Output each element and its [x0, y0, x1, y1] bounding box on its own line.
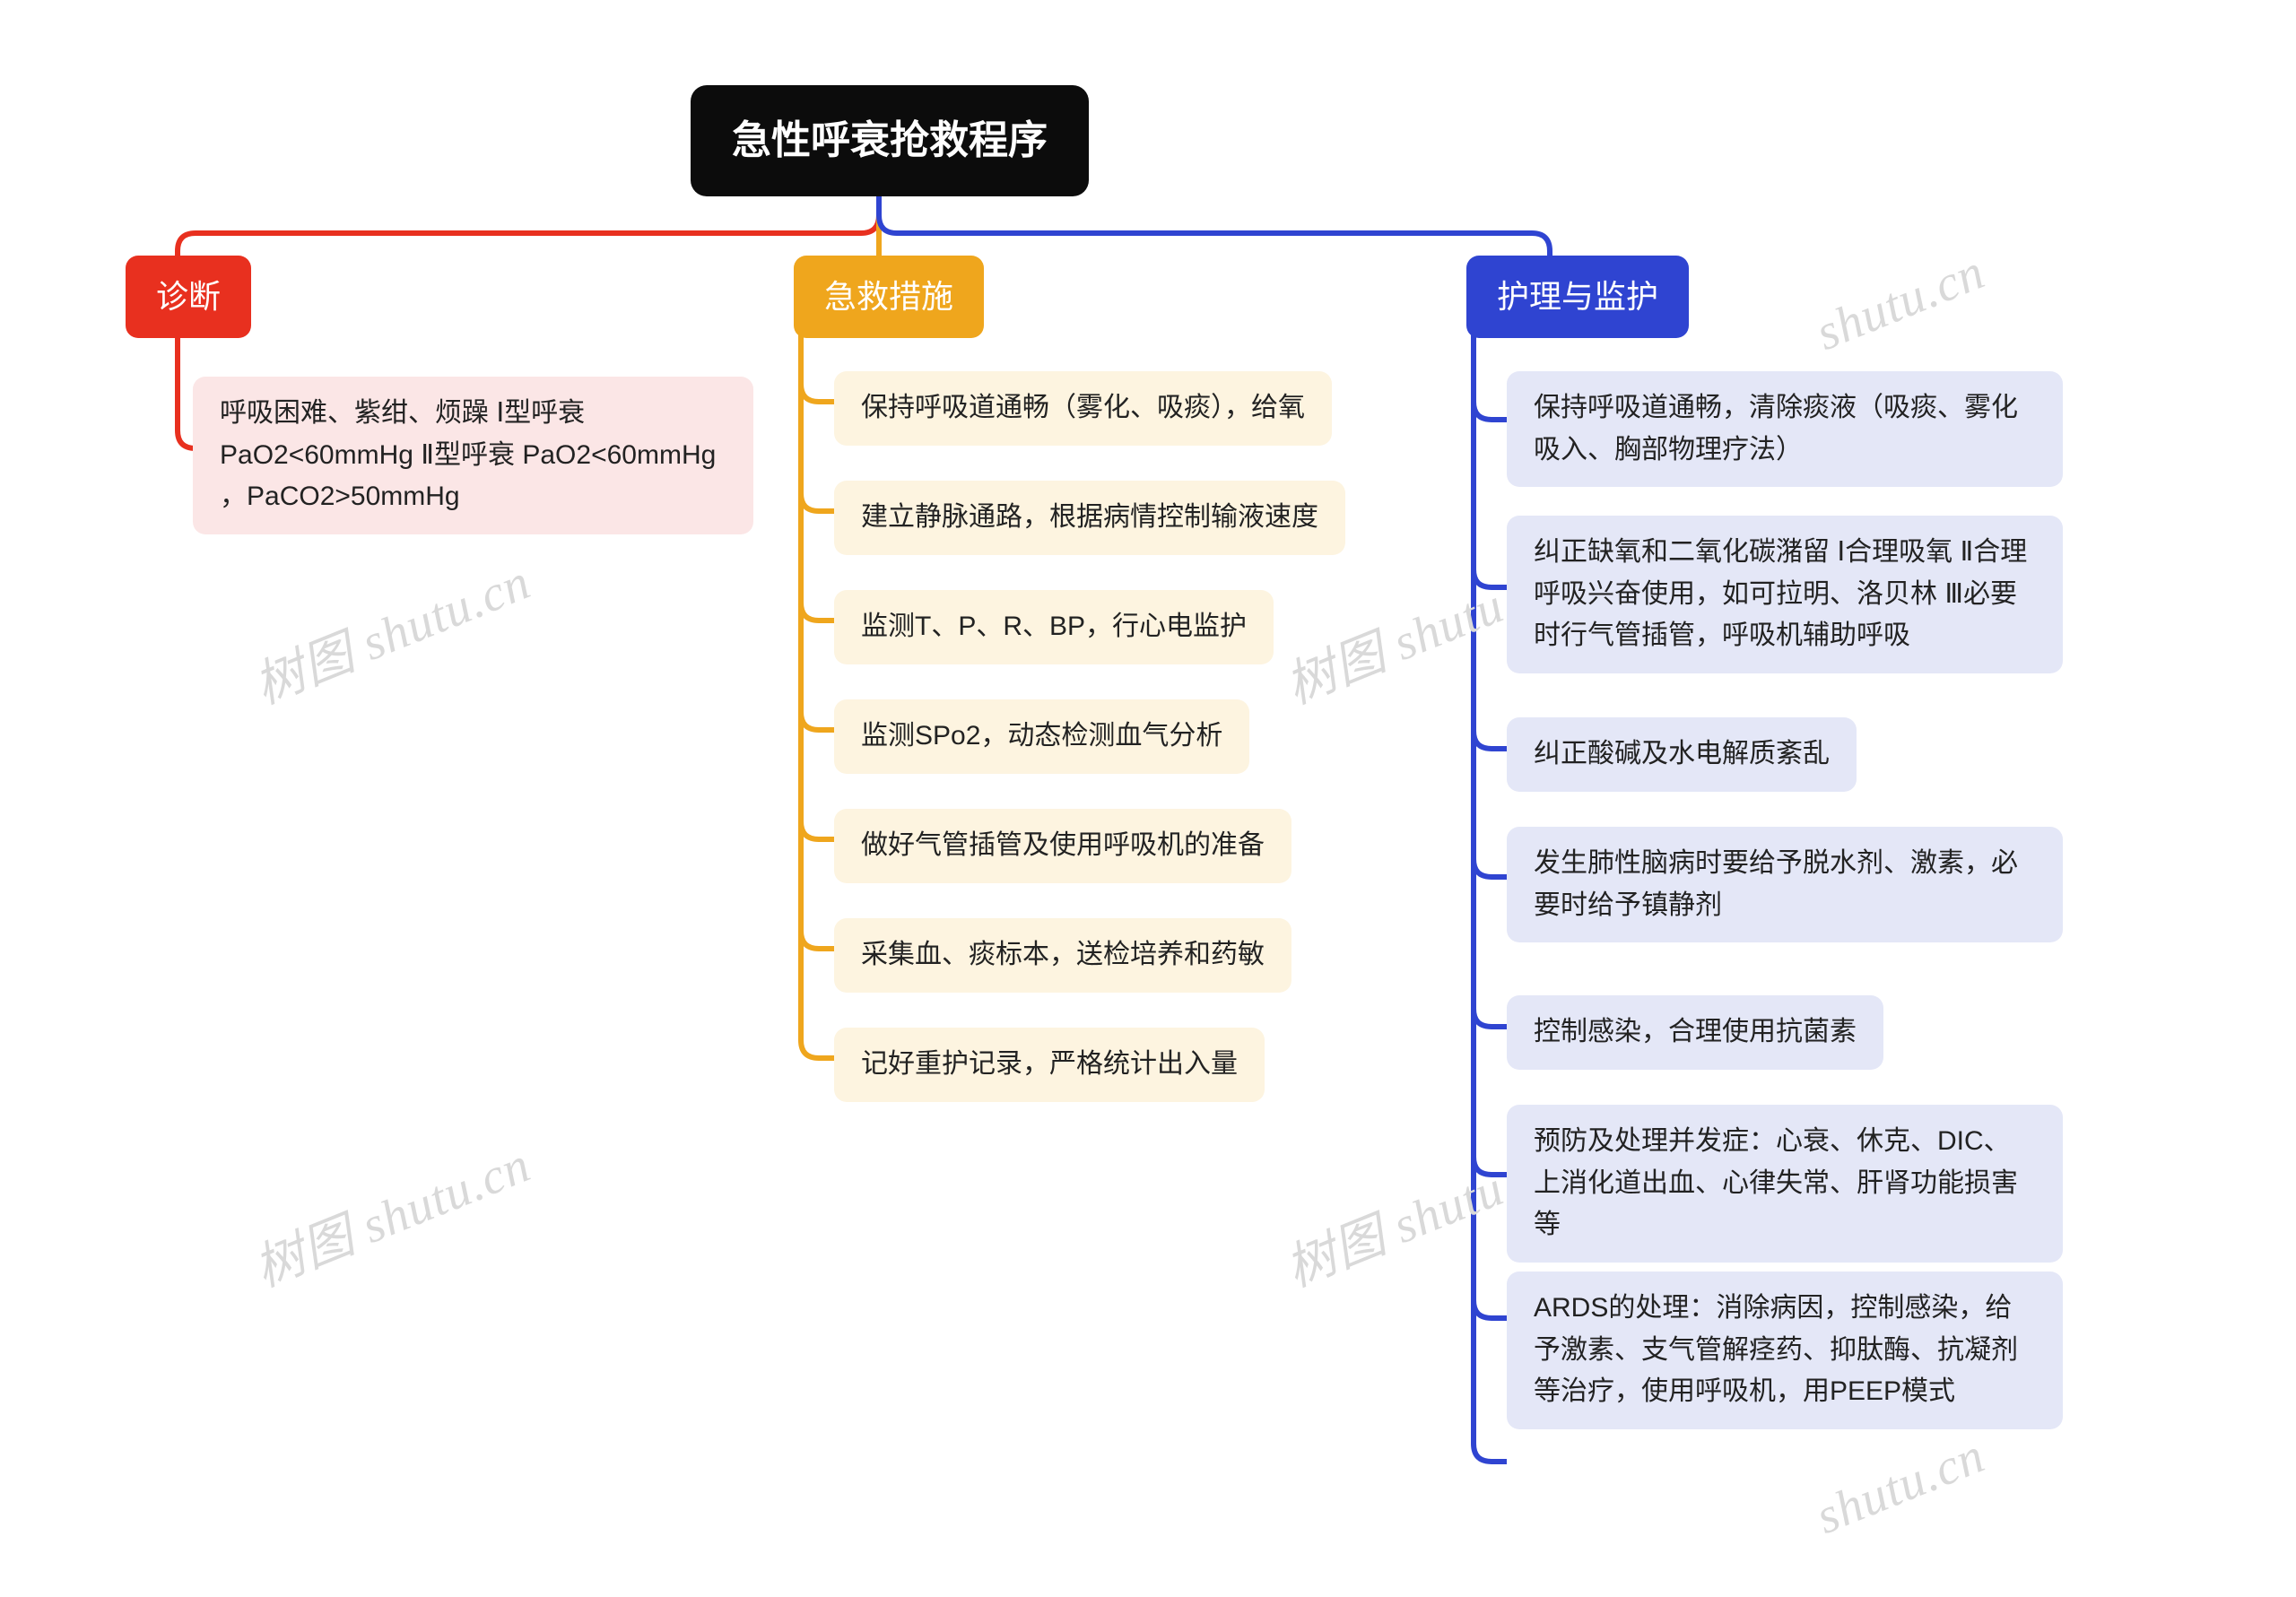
leaf-text: 监测SPo2，动态检测血气分析: [861, 721, 1222, 751]
leaf-text: 保持呼吸道通畅（雾化、吸痰），给氧: [861, 393, 1305, 422]
root-node: 急性呼衰抢救程序: [691, 85, 1089, 196]
branch-label: 护理与监护: [1497, 278, 1658, 315]
leaf-text: 呼吸困难、紫绀、烦躁 Ⅰ型呼衰 PaO2<60mmHg Ⅱ型呼衰 PaO2<60…: [220, 398, 716, 511]
leaf-aid-3: 监测T、P、R、BP，行心电监护: [834, 590, 1274, 664]
branch-nursing: 护理与监护: [1466, 256, 1689, 338]
leaf-text: 保持呼吸道通畅，清除痰液（吸痰、雾化吸入、胸部物理疗法）: [1534, 393, 2018, 464]
leaf-text: 预防及处理并发症：心衰、休克、DIC、上消化道出血、心律失常、肝肾功能损害等: [1534, 1126, 2018, 1239]
leaf-aid-7: 记好重护记录，严格统计出入量: [834, 1028, 1265, 1102]
branch-label: 诊断: [156, 278, 221, 315]
branch-label: 急救措施: [824, 278, 953, 315]
leaf-text: 做好气管插管及使用呼吸机的准备: [861, 830, 1265, 860]
watermark: shutu.cn: [1808, 243, 1993, 362]
leaf-care-7: ARDS的处理：消除病因，控制感染，给予激素、支气管解痉药、抑肽酶、抗凝剂等治疗…: [1507, 1272, 2063, 1429]
leaf-aid-6: 采集血、痰标本，送检培养和药敏: [834, 918, 1292, 993]
branch-emergency: 急救措施: [794, 256, 984, 338]
leaf-text: 监测T、P、R、BP，行心电监护: [861, 612, 1247, 641]
leaf-text: 纠正缺氧和二氧化碳潴留 Ⅰ合理吸氧 Ⅱ合理呼吸兴奋使用，如可拉明、洛贝林 Ⅲ必要…: [1534, 537, 2027, 650]
leaf-care-3: 纠正酸碱及水电解质紊乱: [1507, 717, 1857, 792]
watermark: 树图 shutu.cn: [242, 542, 540, 718]
leaf-aid-4: 监测SPo2，动态检测血气分析: [834, 699, 1249, 774]
leaf-aid-1: 保持呼吸道通畅（雾化、吸痰），给氧: [834, 371, 1332, 446]
leaf-aid-5: 做好气管插管及使用呼吸机的准备: [834, 809, 1292, 883]
leaf-text: 采集血、痰标本，送检培养和药敏: [861, 940, 1265, 969]
leaf-care-4: 发生肺性脑病时要给予脱水剂、激素，必要时给予镇静剂: [1507, 827, 2063, 942]
root-label: 急性呼衰抢救程序: [732, 118, 1048, 162]
leaf-text: 纠正酸碱及水电解质紊乱: [1534, 739, 1830, 768]
leaf-care-2: 纠正缺氧和二氧化碳潴留 Ⅰ合理吸氧 Ⅱ合理呼吸兴奋使用，如可拉明、洛贝林 Ⅲ必要…: [1507, 516, 2063, 673]
leaf-aid-2: 建立静脉通路，根据病情控制输液速度: [834, 481, 1345, 555]
branch-diagnosis: 诊断: [126, 256, 251, 338]
leaf-text: ARDS的处理：消除病因，控制感染，给予激素、支气管解痉药、抑肽酶、抗凝剂等治疗…: [1534, 1293, 2018, 1406]
leaf-diagnosis-1: 呼吸困难、紫绀、烦躁 Ⅰ型呼衰 PaO2<60mmHg Ⅱ型呼衰 PaO2<60…: [193, 377, 753, 534]
leaf-text: 控制感染，合理使用抗菌素: [1534, 1017, 1857, 1046]
leaf-text: 建立静脉通路，根据病情控制输液速度: [861, 502, 1318, 532]
watermark: shutu.cn: [1808, 1427, 1993, 1546]
leaf-text: 记好重护记录，严格统计出入量: [861, 1049, 1238, 1079]
leaf-text: 发生肺性脑病时要给予脱水剂、激素，必要时给予镇静剂: [1534, 848, 2018, 920]
leaf-care-5: 控制感染，合理使用抗菌素: [1507, 995, 1883, 1070]
watermark: 树图 shutu.cn: [242, 1124, 540, 1301]
leaf-care-1: 保持呼吸道通畅，清除痰液（吸痰、雾化吸入、胸部物理疗法）: [1507, 371, 2063, 487]
leaf-care-6: 预防及处理并发症：心衰、休克、DIC、上消化道出血、心律失常、肝肾功能损害等: [1507, 1105, 2063, 1263]
